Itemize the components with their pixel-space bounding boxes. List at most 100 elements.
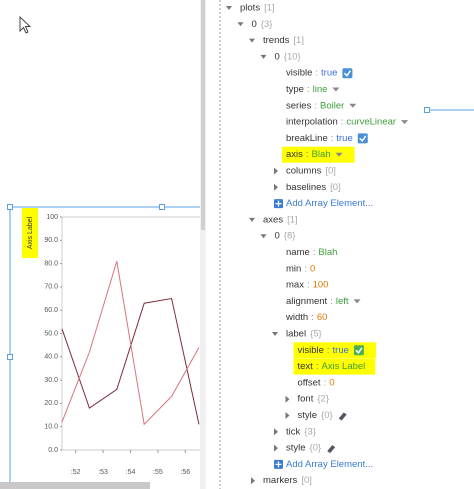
checkmark [355, 347, 363, 354]
tree-row[interactable]: visible: true [293, 342, 376, 359]
tree-row[interactable]: style {0} [274, 443, 336, 454]
checkbox[interactable] [357, 133, 368, 144]
highlight [293, 358, 376, 375]
collapse-arrow[interactable] [251, 477, 255, 485]
property-key: visible [286, 68, 312, 79]
vertical-scrollbar[interactable] [200, 0, 206, 489]
tree-row[interactable]: axis: Blah [282, 146, 355, 163]
tree-row[interactable]: width:60 [285, 312, 327, 323]
tree-row[interactable]: min:0 [286, 263, 315, 274]
collapse-arrow[interactable] [274, 428, 278, 436]
add-array-element[interactable]: Add Array Element... [286, 459, 373, 470]
collapse-arrow[interactable] [274, 444, 278, 452]
add-array-element[interactable]: Add Array Element... [286, 198, 373, 209]
tree-row[interactable]: interpolation: curveLinear [286, 117, 409, 128]
resize-handle[interactable] [7, 354, 13, 360]
property-value[interactable]: 0 [310, 263, 315, 274]
expand-arrow[interactable] [237, 22, 244, 27]
child-count: {3} [261, 19, 273, 30]
tree-row[interactable]: offset:0 [298, 377, 335, 388]
property-key: type [286, 84, 304, 95]
expand-arrow[interactable] [249, 217, 255, 222]
tree-row[interactable]: 0 {10} [260, 51, 301, 62]
property-key: series [286, 100, 312, 111]
horizontal-scrollbar[interactable] [0, 482, 150, 489]
property-value[interactable]: left [336, 296, 349, 307]
tree-row[interactable]: name: Blah [286, 247, 337, 258]
property-value[interactable]: 60 [317, 312, 328, 323]
y-tick-label: 40.0 [44, 354, 58, 361]
property-value[interactable]: true [321, 68, 337, 79]
y-tick-label: 10.0 [44, 424, 58, 431]
separator: : [307, 280, 310, 291]
tree-row[interactable]: markers [0] [251, 475, 312, 486]
property-value[interactable]: line [313, 84, 328, 95]
expand-arrow[interactable] [260, 234, 267, 239]
child-count: [1] [293, 35, 304, 46]
tree-row[interactable]: label {5} [272, 329, 322, 340]
dropdown-arrow[interactable] [353, 299, 361, 304]
tree-row[interactable]: tick {3} [274, 426, 316, 437]
tree-row[interactable]: style {0} [285, 410, 347, 421]
child-count: [1] [264, 3, 275, 14]
separator: : [327, 345, 330, 356]
resize-handle[interactable] [424, 107, 430, 113]
tree-row[interactable]: font {2} [285, 394, 330, 405]
property-value[interactable]: curveLinear [346, 117, 396, 128]
property-value[interactable]: true [336, 133, 352, 144]
property-key: style [298, 410, 318, 421]
tree-row[interactable]: alignment: left [286, 296, 361, 307]
tree-row[interactable]: trends [1] [249, 35, 304, 46]
separator: : [316, 361, 319, 372]
tree-row[interactable]: Add Array Element... [274, 459, 373, 470]
tree-row[interactable]: type: line [286, 84, 340, 95]
style-brush-icon[interactable] [338, 412, 347, 421]
resize-handle[interactable] [7, 204, 13, 210]
dropdown-arrow[interactable] [335, 152, 343, 157]
y-tick-label: 90.0 [44, 237, 58, 244]
tree-row[interactable]: plots [1] [226, 3, 275, 14]
tree-row[interactable]: visible: true [286, 68, 353, 79]
tree-row[interactable]: 0 {8} [260, 231, 296, 242]
chart-preview[interactable]: Axis Label 0.0 10.0 20.0 30.0 40.0 50.0 60.0 70… [7, 204, 223, 489]
child-count: {8} [284, 231, 296, 242]
y-tick-label: 70.0 [44, 284, 58, 291]
dropdown-arrow[interactable] [349, 103, 357, 108]
expand-arrow[interactable] [249, 38, 255, 43]
tree-row[interactable]: series: Boiler [286, 100, 357, 111]
child-count: [0] [330, 182, 341, 193]
collapse-arrow[interactable] [274, 183, 278, 191]
property-value[interactable]: Blah [312, 149, 331, 160]
property-value[interactable]: Blah [318, 247, 337, 258]
collapse-arrow[interactable] [285, 412, 290, 419]
property-key: label [286, 329, 306, 340]
property-value[interactable]: 100 [313, 280, 329, 291]
property-value[interactable]: Boiler [320, 100, 344, 111]
y-tick-label: 0.0 [48, 447, 58, 454]
expand-arrow[interactable] [272, 332, 278, 336]
tree-row[interactable]: 0 {3} [237, 19, 273, 30]
scrollbar-thumb[interactable] [201, 0, 205, 230]
collapse-arrow[interactable] [274, 167, 278, 175]
expand-arrow[interactable] [260, 54, 267, 59]
tree-row[interactable]: text: Axis Label [293, 358, 376, 375]
tree-row[interactable]: baselines [0] [274, 182, 341, 193]
expand-arrow[interactable] [226, 6, 232, 10]
tree-row[interactable]: max:100 [286, 280, 328, 291]
checkbox[interactable] [353, 345, 364, 356]
tree-row[interactable]: breakLine: true [286, 133, 368, 144]
checkbox[interactable] [342, 68, 353, 79]
add-icon-plus [275, 461, 282, 468]
property-value[interactable]: 0 [329, 377, 334, 388]
style-brush-icon[interactable] [327, 445, 336, 454]
dropdown-arrow[interactable] [332, 87, 340, 92]
property-value[interactable]: true [333, 345, 349, 356]
property-key: columns [286, 166, 322, 177]
resize-handle[interactable] [159, 204, 165, 210]
tree-row[interactable]: Add Array Element... [274, 198, 373, 209]
tree-row[interactable]: columns [0] [274, 166, 336, 177]
property-value[interactable]: Axis Label [321, 361, 365, 372]
dropdown-arrow[interactable] [401, 120, 409, 125]
collapse-arrow[interactable] [285, 395, 290, 403]
tree-row[interactable]: axes [1] [249, 214, 298, 225]
